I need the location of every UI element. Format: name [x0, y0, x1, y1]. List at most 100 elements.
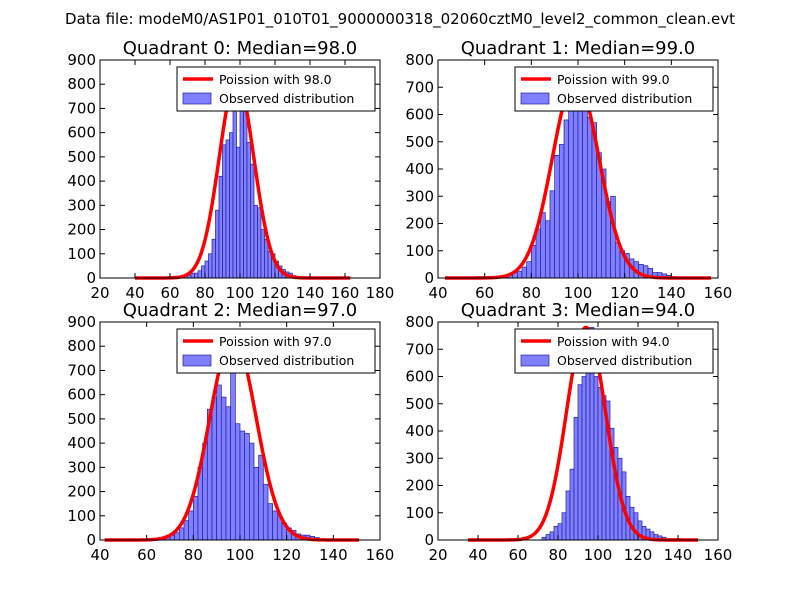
- histogram-bar: [260, 229, 265, 279]
- histogram-bar: [188, 510, 194, 541]
- histogram-bar: [272, 510, 278, 541]
- x-tick-label: 40: [468, 546, 487, 564]
- histogram-bar: [178, 527, 185, 541]
- figure-suptitle: Data file: modeM0/AS1P01_010T01_90000003…: [65, 10, 735, 29]
- histogram-bar: [236, 146, 241, 279]
- y-tick-label: 900: [67, 51, 96, 69]
- x-tick-label: 80: [184, 546, 203, 564]
- x-tick-label: 160: [704, 284, 733, 302]
- y-tick-label: 500: [405, 133, 434, 151]
- histogram-bar: [554, 155, 560, 279]
- histogram-bar: [216, 384, 222, 541]
- x-tick-label: 100: [564, 284, 593, 302]
- histogram-bar: [593, 376, 599, 541]
- histogram-bar: [553, 526, 559, 541]
- histogram-bar: [581, 376, 587, 541]
- y-tick-label: 0: [86, 531, 96, 549]
- x-tick-label: 160: [366, 546, 395, 564]
- x-tick-label: 120: [610, 284, 639, 302]
- histogram-bar: [192, 496, 199, 541]
- x-tick-label: 140: [296, 284, 325, 302]
- histogram-bar: [183, 520, 190, 541]
- y-tick-label: 200: [67, 221, 96, 239]
- y-tick-label: 0: [424, 531, 434, 549]
- legend-entry-bars: Observed distribution: [219, 353, 354, 368]
- y-tick-label: 100: [67, 245, 96, 263]
- histogram-bar: [225, 406, 232, 541]
- histogram-bar: [239, 430, 246, 541]
- histogram-bar: [201, 265, 206, 279]
- legend: Poission with 99.0 Observed distribution: [514, 66, 714, 112]
- histogram-bar: [577, 384, 583, 541]
- x-tick-label: 40: [428, 284, 447, 302]
- histogram-bar: [516, 270, 523, 279]
- legend: Poission with 98.0 Observed distribution: [176, 66, 376, 112]
- y-tick-label: 300: [405, 187, 434, 205]
- y-tick-label: 700: [67, 99, 96, 117]
- legend-entry-bars: Observed distribution: [557, 91, 692, 106]
- y-tick-label: 600: [405, 106, 434, 124]
- histogram-bar: [253, 204, 258, 279]
- histogram-bar: [561, 512, 567, 541]
- histogram-bar: [597, 387, 603, 541]
- x-tick-label: 40: [125, 284, 144, 302]
- y-tick-label: 400: [67, 172, 96, 190]
- histogram-bar: [558, 144, 565, 279]
- histogram-bar: [262, 483, 269, 541]
- legend-bar-swatch: [182, 354, 212, 367]
- histogram-bar: [220, 396, 227, 541]
- histogram-bar: [586, 116, 593, 279]
- histogram-bar: [244, 433, 250, 541]
- x-tick-label: 100: [226, 546, 255, 564]
- y-tick-label: 400: [67, 434, 96, 452]
- histogram-bar: [246, 142, 251, 279]
- panels: Quadrant 0: Median=98.0 20 40 60 80 100 120 140…: [67, 38, 732, 564]
- chart-title: Quadrant 3: Median=94.0: [461, 300, 696, 321]
- y-tick-label: 300: [405, 449, 434, 467]
- y-tick-label: 600: [405, 368, 434, 386]
- x-tick-label: 120: [624, 546, 653, 564]
- y-tick-label: 800: [405, 313, 434, 331]
- y-tick-label: 200: [405, 477, 434, 495]
- legend-entry-curve: Poission with 97.0: [219, 334, 332, 349]
- x-tick-label: 160: [704, 546, 733, 564]
- y-tick-label: 700: [405, 78, 434, 96]
- y-tick-label: 300: [67, 196, 96, 214]
- histogram-bar: [573, 417, 579, 541]
- histogram-bar: [232, 108, 237, 279]
- histogram-bar: [208, 253, 213, 279]
- x-tick-label: 60: [508, 546, 527, 564]
- x-tick-label: 40: [90, 546, 109, 564]
- x-tick-label: 60: [475, 284, 494, 302]
- legend: Poission with 94.0 Observed distribution: [514, 328, 714, 374]
- histogram-bar: [526, 261, 532, 279]
- y-tick-label: 200: [405, 215, 434, 233]
- histogram-bar: [563, 119, 570, 279]
- x-tick-label: 20: [428, 546, 447, 564]
- histogram-bar: [218, 175, 223, 279]
- histogram-bar: [535, 228, 542, 279]
- x-tick-label: 120: [272, 546, 301, 564]
- histogram-bar: [569, 468, 575, 541]
- y-tick-label: 100: [67, 507, 96, 525]
- histogram-bar: [545, 534, 551, 541]
- y-tick-label: 200: [67, 483, 96, 501]
- histogram-bar: [250, 163, 255, 279]
- chart-panel-2: Quadrant 2: Median=97.0 40 60 80 100 120 140 16…: [67, 300, 394, 564]
- y-tick-label: 800: [67, 75, 96, 93]
- histogram-bar: [222, 144, 227, 279]
- x-tick-label: 80: [548, 546, 567, 564]
- histogram-bar: [264, 238, 269, 279]
- x-tick-label: 60: [160, 284, 179, 302]
- y-tick-label: 400: [405, 422, 434, 440]
- histogram-bar: [204, 260, 209, 279]
- chart-title: Quadrant 2: Median=97.0: [123, 300, 358, 321]
- histogram-bar: [194, 272, 199, 279]
- x-tick-label: 140: [657, 284, 686, 302]
- legend-bar-swatch: [520, 354, 550, 367]
- y-tick-label: 800: [405, 51, 434, 69]
- histogram-bar: [267, 503, 274, 541]
- y-tick-label: 700: [67, 361, 96, 379]
- y-tick-label: 300: [67, 458, 96, 476]
- histogram-bar: [253, 466, 260, 541]
